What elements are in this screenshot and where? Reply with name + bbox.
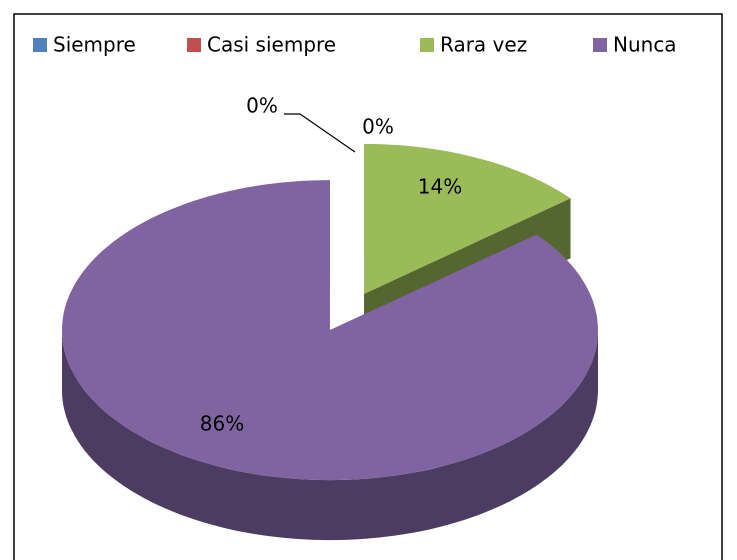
legend-swatch — [593, 38, 607, 52]
legend-label: Rara vez — [440, 33, 527, 57]
leader-line — [284, 113, 356, 153]
data-label: 0% — [246, 94, 278, 118]
pie-slice-side — [62, 330, 598, 541]
legend-label: Nunca — [613, 33, 677, 57]
pie-slice — [62, 180, 598, 481]
chart-frame — [13, 13, 723, 560]
legend-label: Casi siempre — [207, 33, 336, 57]
data-label: 14% — [418, 175, 462, 199]
pie-slice — [364, 143, 571, 294]
legend-swatch — [420, 38, 434, 52]
data-label: 0% — [362, 115, 394, 139]
legend-swatch — [187, 38, 201, 52]
data-label: 86% — [200, 412, 244, 436]
legend-label: Siempre — [53, 33, 136, 57]
legend-swatch — [33, 38, 47, 52]
